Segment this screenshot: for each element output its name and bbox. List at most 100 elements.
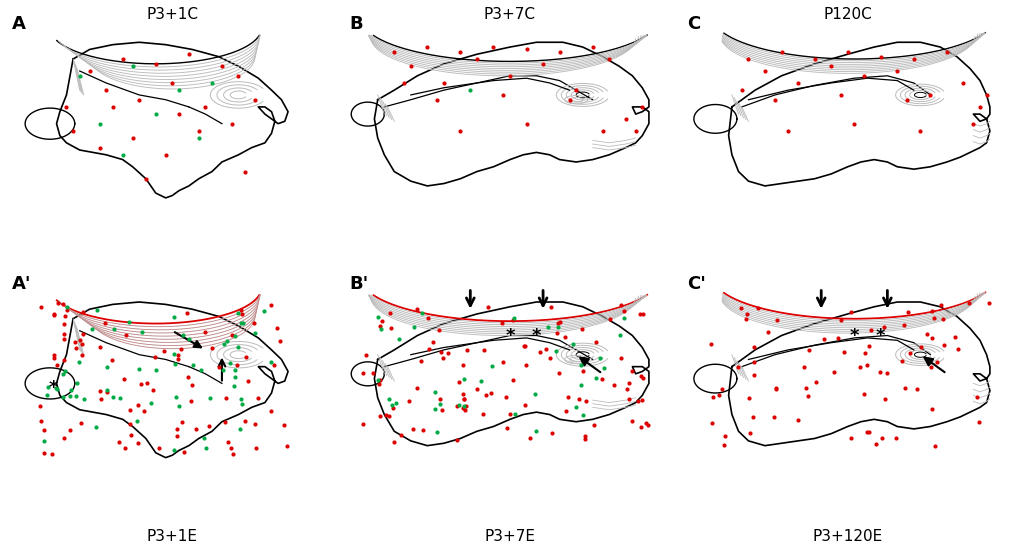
Point	[355, 420, 371, 429]
Point	[46, 353, 62, 362]
Point	[631, 310, 647, 319]
Point	[193, 365, 209, 374]
Point	[455, 394, 472, 403]
Point	[549, 319, 566, 328]
Point	[124, 134, 141, 142]
Point	[99, 388, 115, 397]
Point	[454, 389, 471, 398]
Point	[970, 418, 986, 427]
Point	[99, 363, 115, 372]
Point	[560, 95, 577, 104]
Point	[862, 325, 878, 334]
Point	[472, 376, 488, 385]
Point	[842, 434, 858, 443]
Point	[36, 448, 52, 457]
Point	[516, 341, 532, 350]
Point	[71, 358, 88, 366]
Point	[357, 350, 373, 359]
Point	[923, 404, 940, 413]
Point	[468, 384, 484, 393]
Point	[46, 309, 62, 318]
Point	[165, 313, 181, 322]
Point	[912, 343, 928, 351]
Point	[263, 406, 279, 415]
Point	[833, 91, 849, 100]
Point	[483, 388, 499, 397]
Point	[547, 346, 564, 355]
Point	[871, 52, 888, 61]
Point	[800, 345, 816, 354]
Point	[122, 419, 139, 428]
Point	[871, 367, 888, 376]
Point	[166, 446, 182, 454]
Point	[229, 343, 246, 351]
Point	[232, 319, 249, 328]
Point	[960, 299, 976, 308]
Point	[221, 359, 237, 367]
Point	[703, 418, 719, 427]
Point	[980, 299, 997, 307]
Point	[522, 433, 538, 442]
Point	[822, 62, 839, 70]
Point	[167, 392, 183, 401]
Point	[815, 335, 832, 344]
Point	[247, 95, 263, 104]
Point	[543, 428, 559, 437]
Point	[505, 410, 522, 419]
Point	[855, 72, 871, 80]
Point	[373, 317, 389, 326]
Point	[236, 167, 253, 176]
Point	[191, 126, 207, 135]
Point	[571, 395, 587, 404]
Point	[67, 337, 84, 346]
Point	[768, 316, 785, 324]
Point	[474, 410, 490, 419]
Point	[767, 384, 784, 393]
Point	[63, 386, 79, 395]
Point	[114, 54, 130, 63]
Point	[129, 438, 146, 447]
Point	[450, 400, 467, 409]
Point	[634, 102, 650, 111]
Point	[780, 126, 796, 135]
Point	[36, 437, 52, 446]
Point	[386, 438, 403, 447]
Point	[117, 331, 133, 340]
Point	[585, 420, 601, 429]
Point	[71, 336, 88, 345]
Point	[371, 376, 387, 385]
Point	[145, 385, 161, 394]
Point	[550, 369, 567, 378]
Point	[226, 382, 243, 390]
Point	[577, 397, 593, 405]
Point	[89, 305, 105, 314]
Point	[262, 358, 278, 366]
Point	[74, 329, 91, 338]
Point	[615, 307, 632, 316]
Point	[528, 426, 544, 435]
Point	[111, 394, 127, 403]
Point	[123, 431, 140, 439]
Point	[50, 298, 66, 307]
Point	[621, 378, 637, 387]
Point	[226, 331, 243, 340]
Point	[908, 384, 924, 393]
Point	[501, 409, 518, 418]
Point	[65, 126, 82, 135]
Point	[594, 126, 610, 135]
Point	[105, 324, 121, 333]
Point	[479, 302, 495, 311]
Point	[494, 357, 511, 366]
Point	[232, 394, 249, 403]
Point	[551, 317, 568, 326]
Point	[433, 406, 449, 415]
Point	[381, 411, 397, 420]
Point	[223, 119, 239, 128]
Point	[184, 360, 201, 369]
Point	[740, 54, 756, 63]
Point	[702, 339, 718, 348]
Point	[183, 381, 200, 389]
Point	[415, 426, 431, 434]
Point	[405, 425, 421, 433]
Point	[518, 45, 534, 54]
